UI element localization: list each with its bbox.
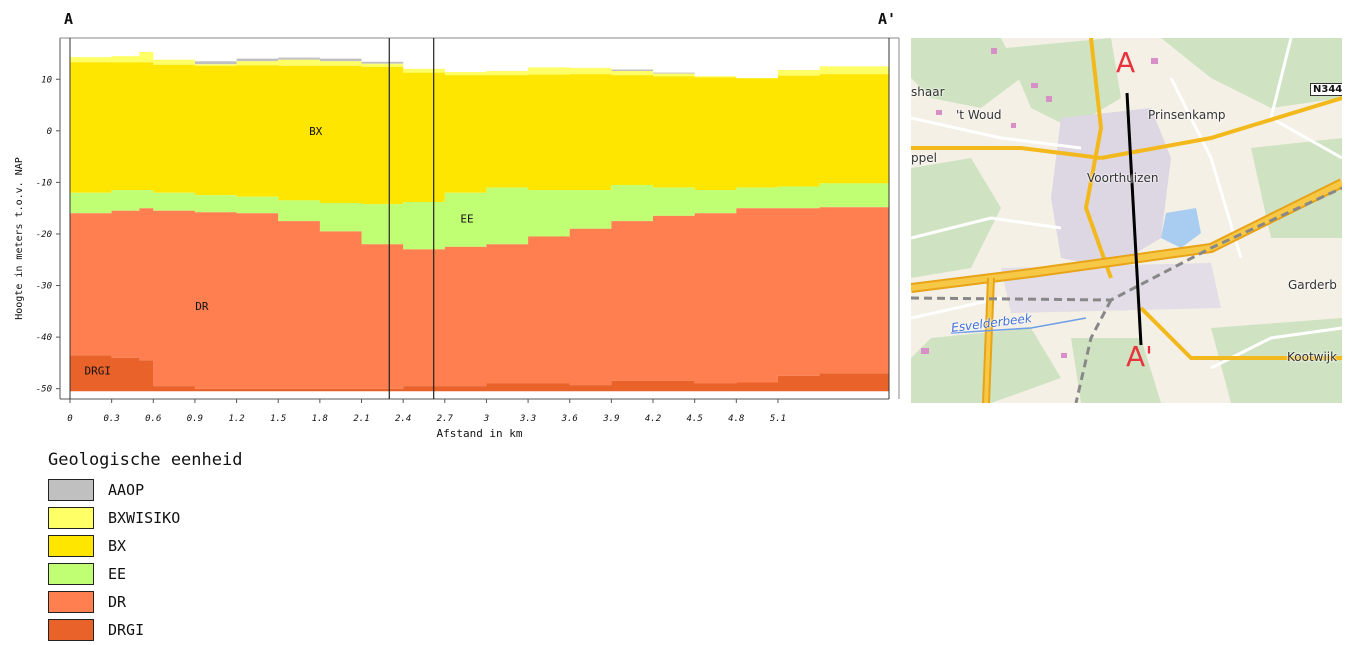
unit-label-drgi: DRGI: [85, 365, 112, 378]
geological-cross-section-chart: 10 0 -10 -20 -30 -40 -50 0 0.3 0.6 0.9 1.2 1.5 1.8 2.1…: [14, 37, 900, 440]
legend-label-bxwisiko: BXWISIKO: [108, 509, 181, 527]
y-tick-label: 10: [41, 75, 52, 85]
legend-swatch-aaop: [48, 479, 94, 501]
map-place-shaar: shaar: [911, 85, 945, 99]
x-tick-label: 3.6: [561, 414, 578, 424]
x-tick-label: 4.2: [645, 414, 661, 424]
x-tick-label: 3: [483, 414, 489, 424]
x-tick-label: 0.9: [187, 414, 203, 424]
map-stream: [950, 317, 1087, 334]
location-map: A A' shaar 't Woud Prinsenkamp Voorthuiz…: [911, 38, 1342, 403]
x-tick-label: 1.5: [270, 414, 286, 424]
y-tick-label: -10: [36, 178, 52, 188]
x-tick-label: 0.6: [145, 414, 161, 424]
x-tick-label: 1.8: [312, 414, 328, 424]
legend-item-bxwisiko: BXWISIKO: [48, 504, 242, 532]
map-point-a2: A': [1126, 340, 1153, 373]
map-place-ppel: ppel: [911, 151, 937, 165]
x-axis-label: Afstand in km: [436, 427, 522, 440]
legend-item-ee: EE: [48, 560, 242, 588]
map-railway-branch: [1074, 299, 1113, 403]
legend-swatch-bx: [48, 535, 94, 557]
section-start-label: A: [64, 10, 74, 28]
x-tick-label: 0.3: [104, 414, 120, 424]
map-place-prinsenkamp: Prinsenkamp: [1148, 108, 1226, 122]
map-place-voorthuizen: Voorthuizen: [1087, 171, 1159, 185]
map-main-roads: [911, 38, 1342, 360]
legend-label-dr: DR: [108, 593, 127, 611]
legend-swatch-bxwisiko: [48, 507, 94, 529]
map-lake: [1161, 208, 1201, 248]
map-road-badge: N344: [1310, 83, 1342, 96]
legend-label-ee: EE: [108, 565, 127, 583]
legend-item-aaop: AAOP: [48, 476, 242, 504]
map-railway: [911, 186, 1342, 302]
y-tick-label: -40: [36, 333, 52, 343]
legend-item-drgi: DRGI: [48, 616, 242, 644]
x-tick-label: 1.2: [228, 414, 244, 424]
legend-label-aaop: AAOP: [108, 481, 145, 499]
band-bxwisiko: [70, 51, 889, 80]
x-tick-label: 2.4: [395, 414, 411, 424]
y-tick-label: 0: [47, 127, 52, 137]
y-tick-label: -20: [36, 230, 52, 240]
x-tick-label: 4.5: [687, 414, 703, 424]
y-tick-label: -30: [36, 282, 52, 292]
map-point-a: A: [1116, 46, 1136, 79]
band-drgi: [70, 355, 889, 392]
x-tick-label: 3.9: [602, 414, 619, 424]
map-canvas: [911, 38, 1342, 403]
legend-label-bx: BX: [108, 537, 127, 555]
legend-swatch-ee: [48, 563, 94, 585]
legend-swatch-dr: [48, 591, 94, 613]
map-section-line: [1125, 92, 1143, 346]
map-poi-dots: [921, 48, 1158, 358]
unit-label-ee: EE: [460, 213, 473, 226]
legend-item-bx: BX: [48, 532, 242, 560]
y-tick-label: -50: [36, 385, 52, 395]
map-place-woud: 't Woud: [956, 108, 1002, 122]
x-tick-label: 2.1: [353, 414, 369, 424]
x-tick-label: 0: [67, 414, 72, 424]
x-tick-label: 3.3: [519, 414, 536, 424]
x-tick-label: 4.8: [728, 414, 744, 424]
map-place-garderb: Garderb: [1288, 278, 1337, 292]
unit-label-dr: DR: [195, 300, 209, 313]
x-tick-label: 2.7: [437, 414, 454, 424]
band-ee: [70, 182, 889, 250]
legend-title: Geologische eenheid: [48, 450, 243, 470]
y-axis-label: Hoogte in meters t.o.v. NAP: [14, 157, 25, 320]
band-dr: [70, 207, 889, 389]
legend-label-drgi: DRGI: [108, 621, 145, 639]
band-aaop: [70, 51, 889, 80]
legend-item-dr: DR: [48, 588, 242, 616]
section-end-label: A': [878, 10, 897, 28]
band-bx: [70, 62, 889, 205]
x-tick-label: 5.1: [770, 414, 786, 424]
unit-label-bx: BX: [309, 125, 323, 138]
map-place-kootwijk: Kootwijk: [1287, 350, 1338, 364]
legend-swatch-drgi: [48, 619, 94, 641]
legend: Geologische eenheid AAOP BXWISIKO BX EE …: [48, 450, 242, 644]
